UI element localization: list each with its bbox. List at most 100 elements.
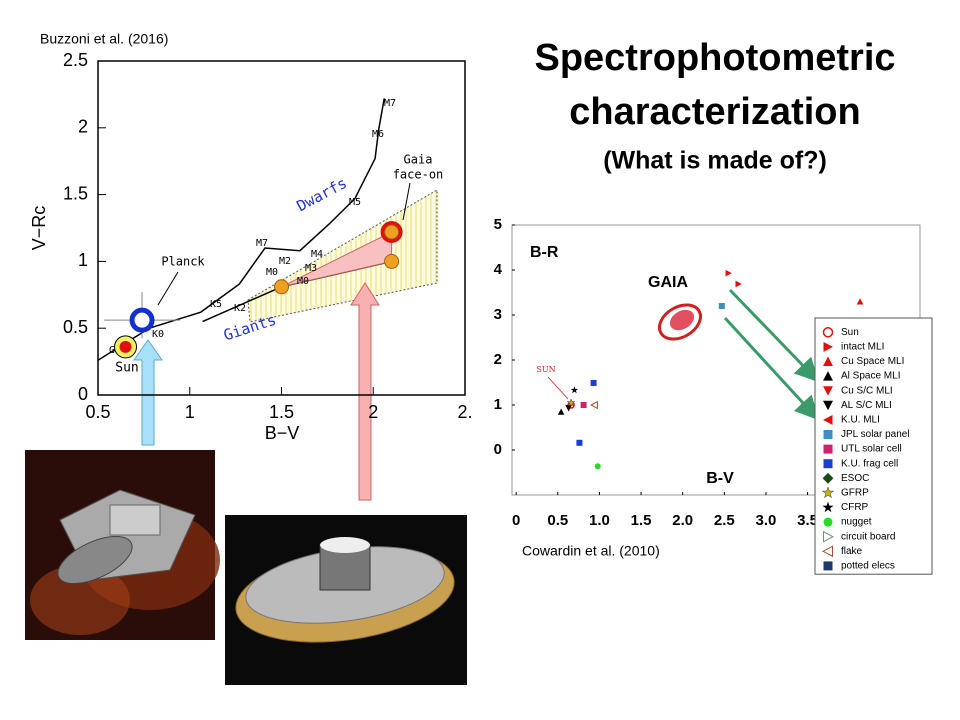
legend-label: Cu Space MLI <box>841 356 904 367</box>
planck-image <box>25 450 220 640</box>
legend-label: CFRP <box>841 502 869 513</box>
point-label: M6 <box>372 129 384 140</box>
y-tick-label: 2 <box>494 351 502 368</box>
x-tick-label: 2 <box>368 402 378 422</box>
y-tick-label: 0.5 <box>63 317 88 337</box>
point-label: M2 <box>279 256 291 267</box>
sun-pointer <box>547 376 569 400</box>
point <box>718 303 725 309</box>
y-tick-label: 4 <box>494 261 503 278</box>
annotation: SUN <box>536 365 555 374</box>
point-label: K2 <box>234 303 246 314</box>
legend-label: K.U. MLI <box>841 415 880 426</box>
annotation: GAIA <box>648 274 688 291</box>
legend-swatch <box>823 517 833 527</box>
source: Cowardin et al. (2010) <box>522 543 660 559</box>
point-label: M0 <box>297 276 309 287</box>
legend-swatch <box>823 414 833 425</box>
x-axis-label: B-V <box>706 470 734 487</box>
legend <box>814 317 933 575</box>
point-label: M5 <box>349 197 361 208</box>
gaia-image <box>225 515 467 685</box>
point <box>274 279 289 295</box>
legend-swatch <box>822 472 834 484</box>
y-tick-label: 5 <box>494 216 502 233</box>
legend-swatch <box>823 371 833 381</box>
x-tick-label: 2.0 <box>672 512 693 529</box>
legend-label: ESOC <box>841 473 869 484</box>
point <box>384 253 400 269</box>
pointer <box>402 182 411 221</box>
legend-label: Sun <box>841 327 859 338</box>
point <box>570 386 579 394</box>
x-tick-label: 3.5 <box>797 512 818 529</box>
point <box>129 307 155 333</box>
point <box>580 402 587 408</box>
legend-label: JPL solar panel <box>841 429 910 440</box>
point <box>576 439 583 446</box>
legend-label: intact MLI <box>841 342 884 353</box>
x-tick-label: 0.5 <box>85 402 110 422</box>
point <box>735 280 742 288</box>
legend-label: Al Space MLI <box>841 371 900 382</box>
annotation: Sun <box>115 361 138 376</box>
title: characterization <box>569 91 860 133</box>
x-tick-label: 2. <box>457 402 472 422</box>
legend-swatch <box>822 327 834 338</box>
pointer-arrow <box>728 288 820 383</box>
legend-label: Cu S/C MLI <box>841 385 893 396</box>
legend-swatch <box>823 561 833 571</box>
legend-swatch <box>823 530 835 543</box>
point-label: M0 <box>266 267 278 278</box>
legend-swatch <box>823 444 833 454</box>
pointer-arrow <box>723 316 820 421</box>
point <box>590 400 598 410</box>
point <box>594 463 601 470</box>
point <box>557 408 565 415</box>
legend-swatch <box>821 486 835 499</box>
legend-swatch <box>821 545 833 558</box>
legend-swatch <box>823 459 833 469</box>
y-tick-label: 1 <box>494 396 502 413</box>
y-tick-label: 2 <box>78 117 88 137</box>
annotation: face-on <box>393 168 444 182</box>
legend-label: flake <box>841 546 863 557</box>
x-tick-label: 1.0 <box>589 512 610 529</box>
curve <box>97 98 385 361</box>
title: Spectrophotometric <box>534 37 895 79</box>
gaia-triangle <box>281 231 393 288</box>
point <box>119 340 132 353</box>
source: Buzzoni et al. (2016) <box>40 31 168 47</box>
gaia-arrow <box>350 282 380 501</box>
point-label: G <box>109 345 115 356</box>
legend-label: UTL solar cell <box>841 444 902 455</box>
point-label: M3 <box>305 263 317 274</box>
legend-swatch <box>822 501 834 513</box>
x-tick-label: 1 <box>185 402 195 422</box>
x-axis-label: B−V <box>265 423 300 443</box>
annotation: Gaia <box>404 153 433 167</box>
x-tick-label: 1.5 <box>269 402 294 422</box>
point-label: M4 <box>311 249 323 260</box>
point-label: K5 <box>210 299 222 310</box>
x-tick-label: 3.0 <box>756 512 777 529</box>
y-axis-label: B-R <box>530 244 559 261</box>
legend-label: circuit board <box>841 531 895 542</box>
point <box>565 405 572 412</box>
point-label: M7 <box>384 98 396 109</box>
annotation: Planck <box>161 255 205 269</box>
legend-label: potted elecs <box>841 561 895 572</box>
point <box>566 398 576 407</box>
x-tick-label: 1.5 <box>631 512 652 529</box>
point <box>590 379 597 386</box>
x-tick-label: 0 <box>512 512 520 529</box>
legend-label: nugget <box>841 517 872 528</box>
legend-label: AL S/C MLI <box>841 400 892 411</box>
y-tick-label: 3 <box>494 306 502 323</box>
y-tick-label: 1.5 <box>63 183 88 203</box>
y-tick-label: 2.5 <box>63 50 88 70</box>
point <box>384 224 400 240</box>
legend-label: GFRP <box>841 488 869 499</box>
gaia-icon <box>658 303 702 341</box>
